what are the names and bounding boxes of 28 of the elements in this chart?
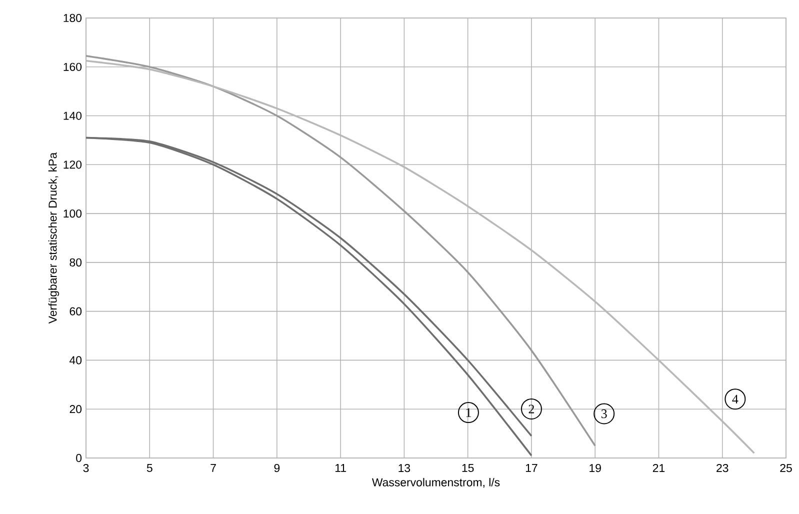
y-tick-label: 100 <box>64 209 82 218</box>
x-tick-label: 5 <box>146 464 152 472</box>
x-tick-label: 21 <box>652 464 665 472</box>
y-tick-label: 20 <box>70 405 82 414</box>
series-label: 1 <box>466 408 471 417</box>
series-label: 2 <box>528 404 534 414</box>
y-tick-label: 120 <box>64 160 82 169</box>
y-tick-label: 40 <box>70 356 82 364</box>
x-tick-label: 9 <box>274 464 280 472</box>
series-label: 4 <box>732 394 738 404</box>
x-tick-label: 15 <box>462 464 474 472</box>
y-tick-label: 0 <box>76 454 82 462</box>
y-tick-label: 140 <box>64 112 82 120</box>
series-label: 3 <box>601 409 607 418</box>
x-tick-label: 13 <box>398 464 410 472</box>
x-axis-title: Wasservolumenstrom, l/s <box>372 478 500 488</box>
y-tick-label: 80 <box>70 258 82 266</box>
y-tick-label: 60 <box>70 307 82 316</box>
x-tick-label: 7 <box>210 464 216 472</box>
x-tick-label: 3 <box>83 464 89 472</box>
y-tick-label: 160 <box>64 62 82 71</box>
x-tick-label: 19 <box>590 464 601 472</box>
y-tick-label: 180 <box>64 14 82 22</box>
x-tick-label: 23 <box>716 464 728 472</box>
y-axis-title: Verfügbarer statischer Druck, kPa <box>48 152 60 324</box>
x-tick-label: 25 <box>780 464 792 472</box>
x-tick-label: 11 <box>335 464 346 472</box>
x-tick-label: 17 <box>526 464 538 472</box>
